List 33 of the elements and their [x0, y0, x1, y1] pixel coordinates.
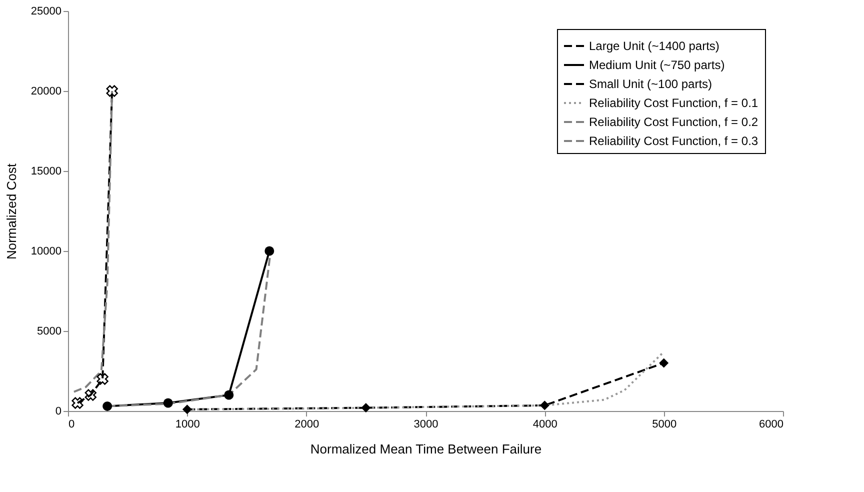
point [96, 373, 108, 385]
point [264, 246, 274, 256]
point [540, 400, 550, 410]
y-tick-label: 5000 [37, 326, 62, 338]
point [106, 85, 118, 97]
y-axis-title: Normalized Cost [4, 163, 19, 260]
legend-label: Reliability Cost Function, f = 0.2 [589, 115, 758, 129]
x-tick-label: 4000 [532, 418, 558, 430]
point [72, 397, 84, 409]
point [163, 398, 173, 408]
x-tick-label: 1000 [175, 418, 200, 430]
x-tick-label: 3000 [414, 418, 438, 430]
x-tick-label: 2000 [294, 418, 320, 430]
y-tick-label: 0 [55, 406, 62, 418]
x-tick-label: 6000 [759, 418, 784, 430]
y-tick-label: 15000 [30, 166, 62, 178]
legend-label: Large Unit (~1400 parts) [589, 39, 720, 53]
x-tick-label: 5000 [652, 418, 677, 430]
legend-label: Reliability Cost Function, f = 0.3 [589, 134, 758, 148]
point [84, 389, 96, 401]
legend-label: Reliability Cost Function, f = 0.1 [589, 96, 758, 110]
y-tick-label: 10000 [30, 246, 62, 258]
legend-label: Small Unit (~100 parts) [589, 77, 712, 91]
point [182, 404, 192, 414]
x-tick-label: 0 [68, 418, 75, 430]
point [361, 403, 371, 413]
y-tick-label: 25000 [30, 6, 62, 18]
y-tick-label: 20000 [30, 86, 62, 98]
point [102, 401, 112, 411]
legend-label: Medium Unit (~750 parts) [589, 58, 725, 72]
point [659, 358, 669, 368]
point [224, 390, 234, 400]
x-axis-title: Normalized Mean Time Between Failure [310, 442, 542, 456]
